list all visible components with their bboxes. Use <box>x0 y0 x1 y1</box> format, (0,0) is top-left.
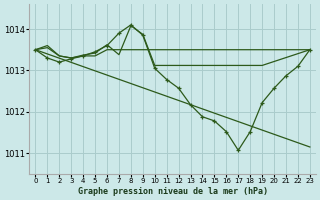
X-axis label: Graphe pression niveau de la mer (hPa): Graphe pression niveau de la mer (hPa) <box>78 187 268 196</box>
